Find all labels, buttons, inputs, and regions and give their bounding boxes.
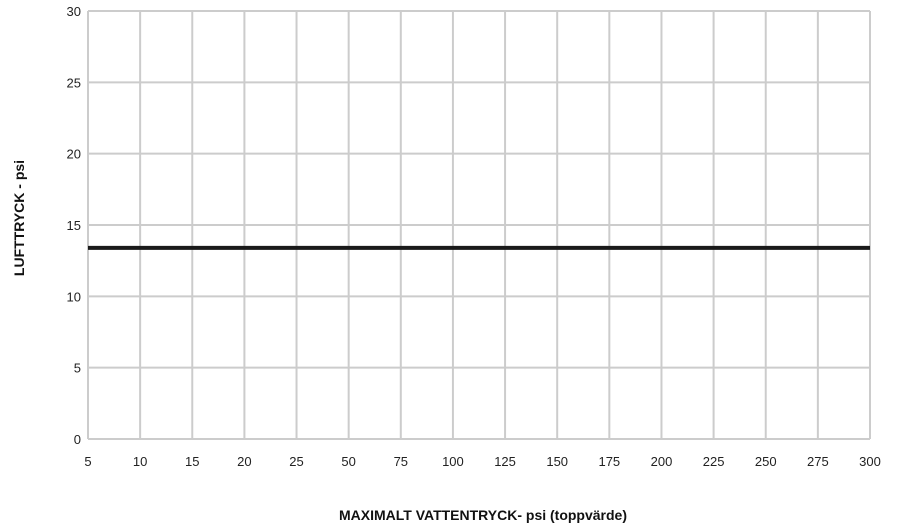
x-axis-ticks: 5 10 15 20 25 50 75 100 125 150 175 200 225 250 275 300	[84, 454, 880, 469]
y-tick-label: 0	[74, 432, 81, 447]
y-tick-label: 30	[67, 4, 81, 19]
y-tick-label: 10	[67, 289, 81, 304]
x-tick-label: 75	[394, 454, 408, 469]
y-tick-label: 25	[67, 75, 81, 90]
x-tick-label: 200	[651, 454, 673, 469]
grid	[87, 10, 871, 440]
x-tick-label: 175	[598, 454, 620, 469]
x-tick-label: 125	[494, 454, 516, 469]
x-tick-label: 50	[341, 454, 355, 469]
x-tick-label: 100	[442, 454, 464, 469]
x-tick-label: 150	[546, 454, 568, 469]
x-tick-label: 25	[289, 454, 303, 469]
y-tick-label: 5	[74, 361, 81, 376]
x-tick-label: 10	[133, 454, 147, 469]
x-tick-label: 20	[237, 454, 251, 469]
y-tick-label: 20	[67, 147, 81, 162]
x-tick-label: 300	[859, 454, 881, 469]
y-axis-ticks: 0 5 10 15 20 25 30	[67, 4, 81, 447]
y-tick-label: 15	[67, 218, 81, 233]
y-axis-title: LUFTTRYCK - psi	[11, 160, 27, 276]
x-tick-label: 225	[703, 454, 725, 469]
x-tick-label: 15	[185, 454, 199, 469]
x-tick-label: 5	[84, 454, 91, 469]
x-axis-title: MAXIMALT VATTENTRYCK- psi (toppvärde)	[339, 507, 627, 523]
x-tick-label: 275	[807, 454, 829, 469]
x-tick-label: 250	[755, 454, 777, 469]
